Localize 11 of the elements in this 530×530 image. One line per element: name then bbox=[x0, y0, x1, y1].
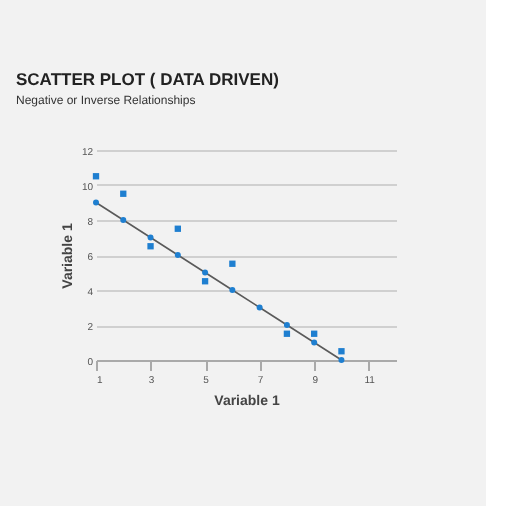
point bbox=[311, 330, 318, 337]
point bbox=[229, 260, 236, 267]
point bbox=[147, 243, 154, 250]
point bbox=[338, 348, 345, 355]
point bbox=[120, 190, 127, 197]
point bbox=[92, 173, 100, 180]
point bbox=[283, 330, 291, 337]
point bbox=[201, 278, 209, 285]
chart-title: SCATTER PLOT ( DATA DRIVEN) bbox=[16, 69, 280, 89]
line-series bbox=[93, 199, 345, 363]
point bbox=[174, 225, 181, 232]
